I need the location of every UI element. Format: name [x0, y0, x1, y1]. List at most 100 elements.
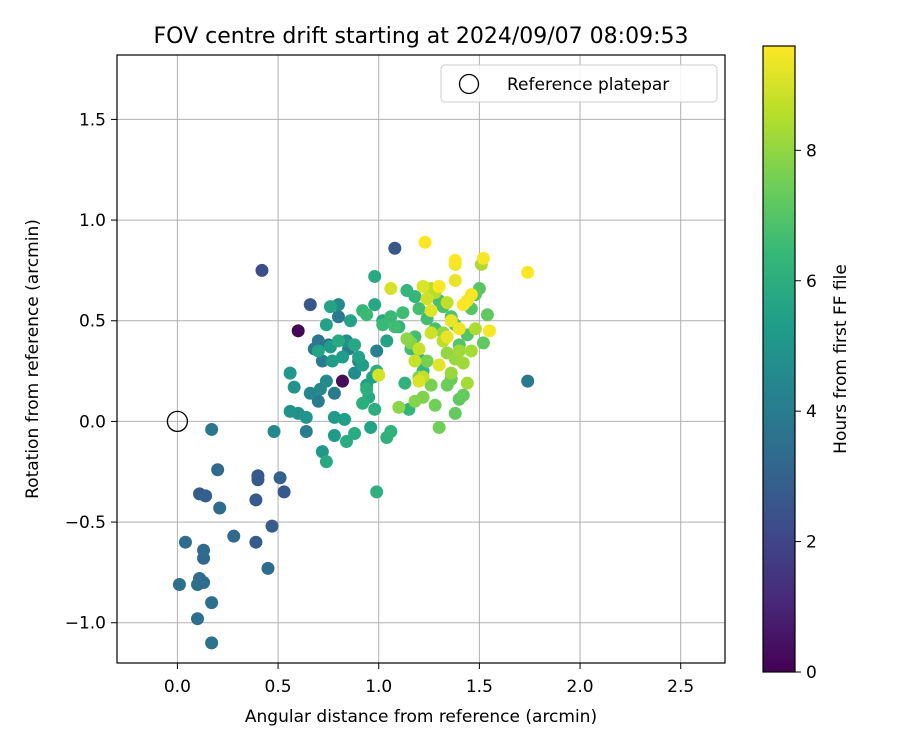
data-point	[348, 426, 362, 440]
data-point	[273, 471, 287, 485]
data-point	[521, 265, 535, 279]
data-point	[283, 366, 297, 380]
x-axis: 0.0 0.5 1.0 1.5 2.0 2.5	[164, 663, 694, 697]
data-point	[199, 489, 213, 503]
data-point	[464, 344, 478, 358]
data-point	[327, 429, 341, 443]
data-point	[340, 435, 354, 449]
data-point	[521, 374, 535, 388]
data-point	[277, 485, 291, 499]
data-point	[299, 410, 313, 424]
data-point	[428, 398, 442, 412]
legend-box	[440, 64, 718, 103]
data-point	[337, 412, 351, 426]
y-tick-label: 1.0	[79, 211, 106, 231]
y-axis-label: Rotation from reference (arcmin)	[23, 219, 43, 499]
data-point	[460, 376, 474, 390]
data-point	[265, 519, 279, 533]
data-point	[408, 290, 422, 304]
data-point	[456, 298, 470, 312]
data-point	[311, 344, 325, 358]
x-tick-label: 2.0	[567, 677, 594, 697]
data-point	[335, 374, 349, 388]
data-point	[249, 493, 263, 507]
data-point	[205, 636, 219, 650]
data-point	[412, 302, 426, 316]
data-point	[476, 336, 490, 350]
data-point	[251, 469, 265, 483]
data-point	[424, 304, 438, 318]
data-point	[335, 350, 349, 364]
x-tick-label: 0.0	[164, 677, 191, 697]
data-point	[440, 330, 454, 344]
data-point	[388, 241, 402, 255]
data-point	[416, 280, 430, 294]
data-point	[267, 424, 281, 438]
legend-label: Reference platepar	[507, 75, 669, 95]
x-axis-label: Angular distance from reference (arcmin)	[245, 707, 597, 727]
data-point	[344, 314, 358, 328]
y-tick-label: 0.0	[79, 412, 106, 432]
data-point	[205, 422, 219, 436]
data-point	[448, 273, 462, 287]
data-point	[327, 386, 341, 400]
data-point	[482, 324, 496, 338]
data-point	[360, 308, 374, 322]
data-point	[376, 318, 390, 332]
data-point	[331, 334, 345, 348]
colorbar: 0 2 4 6 8 Hours from first FF file	[762, 45, 851, 683]
data-point	[368, 402, 382, 416]
data-point	[370, 485, 384, 499]
data-point	[287, 380, 301, 394]
y-axis: −1.0 −0.5 0.0 0.5 1.0 1.5	[65, 110, 117, 634]
data-point	[197, 543, 211, 557]
data-point	[452, 322, 466, 336]
x-tick-label: 1.0	[365, 677, 392, 697]
data-point	[255, 263, 269, 277]
data-point	[400, 332, 414, 346]
colorbar-tick-label: 2	[806, 533, 817, 553]
data-point	[420, 354, 434, 368]
data-point	[315, 354, 329, 368]
grid	[117, 55, 725, 663]
legend-reference-marker	[458, 73, 480, 95]
data-point	[348, 338, 362, 352]
data-point	[432, 420, 446, 434]
data-point	[352, 350, 366, 364]
data-point	[360, 382, 374, 396]
data-point	[408, 354, 422, 368]
data-point	[191, 577, 205, 591]
x-tick-label: 0.5	[265, 677, 292, 697]
x-tick-label: 1.5	[466, 677, 493, 697]
data-point	[408, 394, 422, 408]
data-point	[205, 596, 219, 610]
x-tick-label: 2.5	[667, 677, 694, 697]
data-point	[456, 388, 470, 402]
reference-marker	[166, 410, 189, 433]
data-point	[191, 612, 205, 626]
data-point	[418, 235, 432, 249]
data-point	[448, 406, 462, 420]
data-point	[211, 463, 225, 477]
data-point	[311, 394, 325, 408]
data-point	[384, 424, 398, 438]
data-point	[348, 366, 362, 380]
chart-title: FOV centre drift starting at 2024/09/07 …	[154, 24, 689, 49]
data-point	[420, 292, 434, 306]
data-point	[392, 400, 406, 414]
data-point	[291, 324, 305, 338]
legend: Reference platepar	[440, 64, 718, 103]
data-point	[178, 535, 192, 549]
data-point	[424, 326, 438, 340]
y-tick-label: 1.5	[79, 110, 106, 130]
data-point	[412, 374, 426, 388]
colorbar-tick-label: 4	[806, 402, 817, 422]
data-point	[444, 366, 458, 380]
data-point	[452, 344, 466, 358]
data-point	[364, 420, 378, 434]
data-point	[249, 535, 263, 549]
data-point	[396, 306, 410, 320]
data-point	[319, 374, 333, 388]
data-point	[440, 296, 454, 310]
data-point	[172, 577, 186, 591]
